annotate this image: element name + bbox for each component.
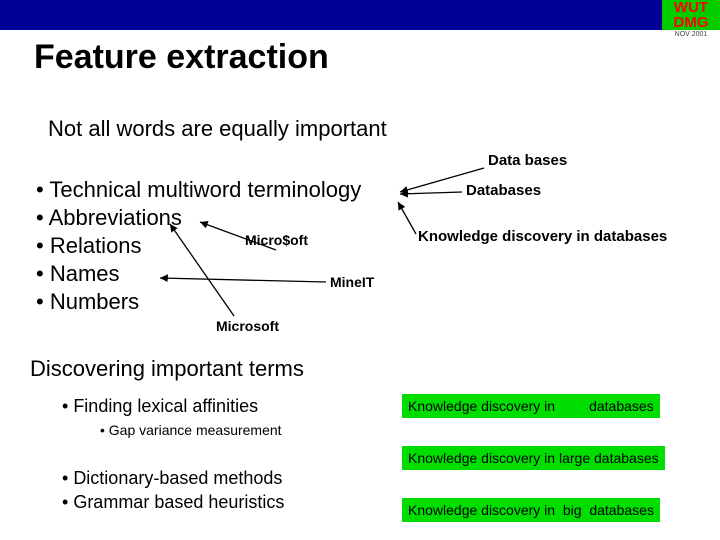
example-row-2: Knowledge discovery in large databases (402, 446, 665, 470)
sub-sub-item: Gap variance measurement (100, 422, 282, 438)
example-row-3: Knowledge discovery in big databases (402, 498, 660, 522)
badge-line2: DMG (662, 15, 720, 30)
bullet-item: Numbers (36, 288, 361, 316)
sub-bullets-1: Finding lexical affinities (62, 396, 258, 417)
example-text: databases (589, 398, 654, 414)
sub-sub-bullets: Gap variance measurement (100, 422, 282, 438)
annot-microsoft: Microsoft (216, 318, 279, 334)
annot-databases-spaced: Data bases (488, 152, 567, 169)
annot-mineit: MineIT (330, 274, 374, 290)
subheading-1: Not all words are equally important (48, 116, 387, 142)
sub-bullet-item: Grammar based heuristics (62, 490, 284, 514)
example-text: databases (594, 450, 659, 466)
annot-databases: Databases (466, 182, 541, 199)
example-text: Knowledge discovery in (408, 502, 555, 518)
annot-kdd: Knowledge discovery in databases (418, 228, 667, 245)
bullet-item: Relations (36, 232, 361, 260)
bullet-item: Technical multiword terminology (36, 176, 361, 204)
badge-sub: NOV 2001 (662, 30, 720, 39)
example-text: databases (589, 502, 654, 518)
bullet-item: Abbreviations (36, 204, 361, 232)
example-text: large (559, 450, 590, 466)
header-badge: WUT DMG NOV 2001 (662, 0, 720, 39)
bullet-item: Names (36, 260, 361, 288)
sub-bullet-item: Dictionary-based methods (62, 466, 284, 490)
header-bar (0, 0, 720, 30)
badge-line1: WUT (662, 0, 720, 15)
example-text: Knowledge discovery in (408, 398, 555, 414)
main-bullets: Technical multiword terminology Abbrevia… (36, 176, 361, 316)
page-title: Feature extraction (34, 38, 329, 77)
annot-microsoft-alt: Micro$oft (245, 232, 308, 248)
example-row-1: Knowledge discovery in databases (402, 394, 660, 418)
example-text: big (563, 502, 582, 518)
sub-bullets-2: Dictionary-based methods Grammar based h… (62, 466, 284, 514)
subheading-2: Discovering important terms (30, 356, 304, 382)
example-text: Knowledge discovery in (408, 450, 555, 466)
sub-bullet-item: Finding lexical affinities (62, 396, 258, 417)
